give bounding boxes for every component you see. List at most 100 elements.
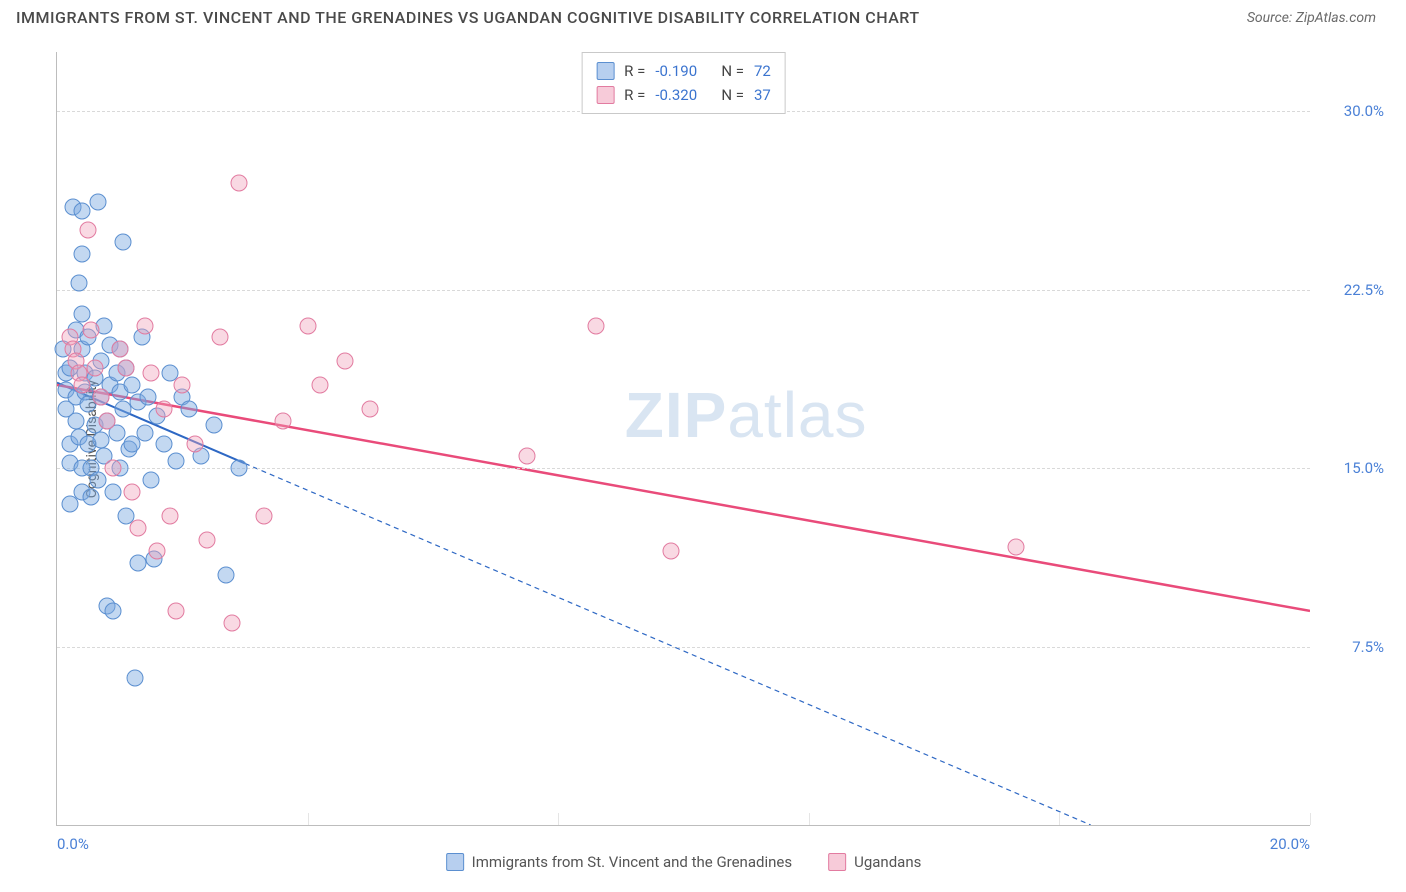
scatter-point-pink [124, 484, 141, 501]
legend-item-pink: Ugandans [828, 853, 921, 871]
scatter-point-blue [74, 305, 91, 322]
legend-item-blue: Immigrants from St. Vincent and the Gren… [446, 853, 792, 871]
scatter-point-pink [86, 360, 103, 377]
scatter-point-blue [230, 460, 247, 477]
gridline-v [1059, 813, 1060, 825]
scatter-point-pink [174, 376, 191, 393]
r-value: -0.320 [655, 83, 711, 107]
gridline-v [1310, 813, 1311, 825]
watermark-prefix: ZIP [625, 379, 728, 451]
scatter-point-blue [70, 274, 87, 291]
gridline-h [57, 647, 1310, 648]
scatter-point-blue [74, 246, 91, 263]
scatter-point-pink [230, 174, 247, 191]
scatter-point-pink [199, 531, 216, 548]
scatter-point-pink [337, 353, 354, 370]
source-value: ZipAtlas.com [1296, 10, 1376, 26]
legend-label: Immigrants from St. Vincent and the Gren… [472, 853, 792, 871]
scatter-point-blue [168, 453, 185, 470]
n-label: N = [721, 83, 744, 107]
scatter-point-pink [587, 317, 604, 334]
y-tick-label: 7.5% [1320, 638, 1384, 656]
swatch-blue-icon [596, 62, 614, 80]
swatch-pink-icon [596, 86, 614, 104]
gridline-v [809, 813, 810, 825]
scatter-point-pink [518, 448, 535, 465]
scatter-point-pink [92, 388, 109, 405]
r-label: R = [624, 59, 645, 83]
scatter-point-blue [139, 388, 156, 405]
scatter-point-blue [205, 417, 222, 434]
scatter-point-pink [74, 376, 91, 393]
scatter-point-blue [180, 400, 197, 417]
gridline-v [308, 813, 309, 825]
scatter-point-blue [89, 193, 106, 210]
r-label: R = [624, 83, 645, 107]
scatter-point-blue [136, 424, 153, 441]
scatter-point-blue [130, 555, 147, 572]
scatter-point-pink [312, 376, 329, 393]
scatter-point-pink [142, 365, 159, 382]
x-tick-label: 0.0% [57, 835, 89, 853]
x-tick-label: 20.0% [1270, 835, 1310, 853]
scatter-point-pink [117, 360, 134, 377]
n-value: 37 [754, 83, 771, 107]
scatter-point-pink [274, 412, 291, 429]
scatter-point-blue [124, 376, 141, 393]
trend-line [57, 385, 1310, 611]
scatter-point-blue [67, 412, 84, 429]
r-value: -0.190 [655, 59, 711, 83]
scatter-point-pink [168, 602, 185, 619]
chart-title: IMMIGRANTS FROM ST. VINCENT AND THE GREN… [16, 8, 920, 27]
watermark-suffix: atlas [727, 379, 867, 451]
scatter-point-pink [130, 519, 147, 536]
source-label: Source: [1247, 10, 1296, 26]
scatter-point-pink [362, 400, 379, 417]
scatter-point-pink [155, 400, 172, 417]
scatter-point-blue [114, 400, 131, 417]
scatter-point-pink [186, 436, 203, 453]
scatter-point-pink [83, 322, 100, 339]
scatter-point-blue [127, 669, 144, 686]
scatter-point-blue [92, 431, 109, 448]
chart-area: R = -0.190 N = 72 R = -0.320 N = 37 ZIPa… [16, 40, 1390, 876]
scatter-point-blue [114, 234, 131, 251]
scatter-point-pink [105, 460, 122, 477]
scatter-point-blue [218, 567, 235, 584]
scatter-point-pink [99, 412, 116, 429]
scatter-point-blue [105, 484, 122, 501]
n-value: 72 [754, 59, 771, 83]
y-tick-label: 30.0% [1320, 102, 1384, 120]
source-attribution: Source: ZipAtlas.com [1247, 10, 1376, 26]
scatter-point-blue [155, 436, 172, 453]
scatter-point-pink [255, 507, 272, 524]
watermark: ZIPatlas [625, 378, 868, 452]
legend-label: Ugandans [854, 853, 921, 871]
scatter-point-pink [662, 543, 679, 560]
plot-region: R = -0.190 N = 72 R = -0.320 N = 37 ZIPa… [56, 52, 1310, 826]
scatter-point-blue [142, 472, 159, 489]
scatter-point-pink [161, 507, 178, 524]
series-legend: Immigrants from St. Vincent and the Gren… [446, 853, 922, 871]
scatter-point-pink [1007, 538, 1024, 555]
scatter-point-pink [136, 317, 153, 334]
scatter-point-blue [83, 488, 100, 505]
swatch-blue-icon [446, 853, 464, 871]
gridline-h [57, 290, 1310, 291]
y-tick-label: 22.5% [1320, 281, 1384, 299]
trend-lines [57, 52, 1310, 825]
trend-line [245, 463, 1091, 825]
scatter-point-blue [105, 602, 122, 619]
scatter-point-pink [224, 614, 241, 631]
scatter-point-blue [89, 472, 106, 489]
swatch-pink-icon [828, 853, 846, 871]
correlation-legend: R = -0.190 N = 72 R = -0.320 N = 37 [581, 52, 786, 114]
y-tick-label: 15.0% [1320, 459, 1384, 477]
scatter-point-pink [80, 222, 97, 239]
scatter-point-pink [111, 341, 128, 358]
legend-row-blue: R = -0.190 N = 72 [596, 59, 771, 83]
scatter-point-pink [149, 543, 166, 560]
gridline-v [558, 813, 559, 825]
scatter-point-blue [74, 203, 91, 220]
n-label: N = [721, 59, 744, 83]
